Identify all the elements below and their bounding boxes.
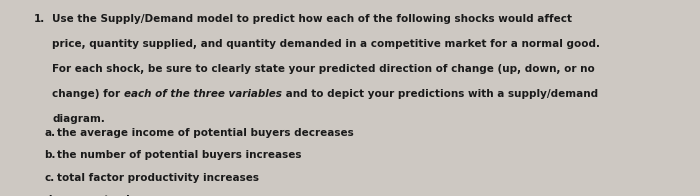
Text: d.: d. bbox=[44, 195, 55, 196]
Text: a.: a. bbox=[44, 128, 55, 138]
Text: the number of potential buyers increases: the number of potential buyers increases bbox=[57, 150, 302, 160]
Text: 1.: 1. bbox=[34, 14, 45, 24]
Text: the average income of potential buyers decreases: the average income of potential buyers d… bbox=[57, 128, 354, 138]
Text: For each shock, be sure to clearly state your predicted direction of change (up,: For each shock, be sure to clearly state… bbox=[52, 64, 595, 74]
Text: wage rates increase: wage rates increase bbox=[57, 195, 176, 196]
Text: total factor productivity increases: total factor productivity increases bbox=[57, 173, 260, 183]
Text: c.: c. bbox=[44, 173, 55, 183]
Text: change) for: change) for bbox=[52, 89, 125, 99]
Text: b.: b. bbox=[44, 150, 55, 160]
Text: price, quantity supplied, and quantity demanded in a competitive market for a no: price, quantity supplied, and quantity d… bbox=[52, 39, 601, 49]
Text: each of the three variables: each of the three variables bbox=[125, 89, 282, 99]
Text: Use the Supply/Demand model to predict how each of the following shocks would af: Use the Supply/Demand model to predict h… bbox=[52, 14, 573, 24]
Text: and to depict your predictions with a supply/demand: and to depict your predictions with a su… bbox=[282, 89, 598, 99]
Text: diagram.: diagram. bbox=[52, 114, 106, 124]
